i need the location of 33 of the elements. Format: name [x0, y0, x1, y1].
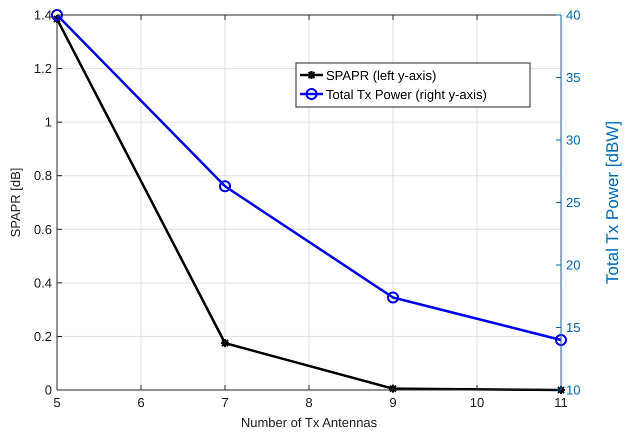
- y2-tick-label: 35: [566, 70, 580, 85]
- y2-tick-label: 10: [566, 382, 580, 398]
- point: [220, 338, 230, 348]
- point: [388, 384, 398, 394]
- y-tick-label: 0.6: [34, 222, 52, 237]
- x-tick-label: 11: [554, 395, 568, 410]
- x-tick-label: 8: [305, 395, 313, 410]
- x-tick-label: 10: [470, 395, 484, 410]
- y2-tick-label: 30: [566, 132, 580, 148]
- y2-tick-label: 25: [566, 195, 580, 210]
- y-tick-label: 0.4: [34, 275, 52, 290]
- y-tick-label: 1: [44, 114, 52, 130]
- y-tick-label: 0.2: [34, 328, 52, 344]
- point: [387, 292, 399, 304]
- x-tick-label: 6: [137, 395, 145, 410]
- legend-label: Total Tx Power (right y-axis): [326, 87, 487, 102]
- x-tick-label: 7: [221, 395, 229, 410]
- y-tick-label: 1.4: [34, 8, 52, 22]
- y2-tick-label: 40: [566, 8, 580, 22]
- legend-label: SPAPR (left y-axis): [326, 68, 436, 83]
- y2-tick-label: 20: [566, 258, 580, 272]
- point: [51, 9, 63, 21]
- y-tick-label: 0: [44, 382, 52, 398]
- x-axis-title: Number of Tx Antennas: [240, 415, 378, 430]
- point: [219, 180, 231, 192]
- y2-tick-label: 15: [566, 320, 580, 335]
- x-tick-label: 5: [53, 395, 61, 410]
- y2-axis-title: Total Tx Power [dBW]: [603, 120, 622, 284]
- y-tick-label: 1.2: [34, 61, 52, 76]
- point: [555, 334, 567, 346]
- x-tick-label: 9: [389, 395, 397, 410]
- y-tick-label: 0.8: [34, 168, 52, 184]
- y-axis-title: SPAPR [dB]: [8, 168, 23, 238]
